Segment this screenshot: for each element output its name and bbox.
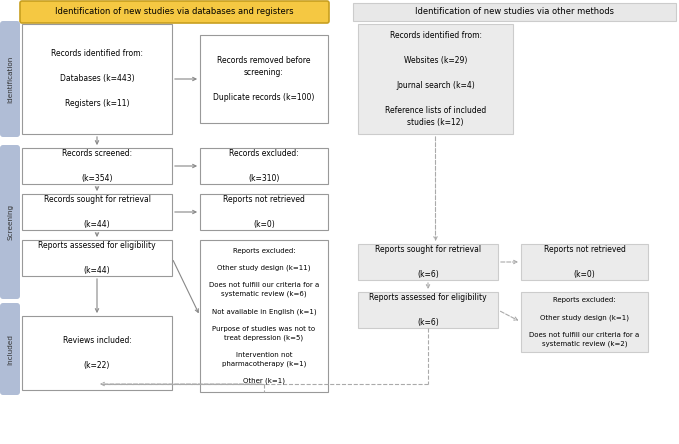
Text: Reports assessed for eligibility

(k=6): Reports assessed for eligibility (k=6): [369, 293, 487, 327]
Bar: [22, 24, 172, 134]
Bar: [353, 3, 676, 21]
FancyBboxPatch shape: [0, 145, 20, 299]
Text: Records removed before
screening:

Duplicate records (k=100): Records removed before screening: Duplic…: [213, 56, 314, 102]
Text: Reviews included:

(k=22): Reviews included: (k=22): [62, 336, 132, 370]
Text: Reports excluded:

Other study design (k=1)

Does not fulfill our criteria for a: Reports excluded: Other study design (k=…: [530, 297, 640, 347]
Bar: [358, 244, 498, 280]
Bar: [22, 240, 172, 276]
Bar: [200, 240, 328, 392]
Text: Screening: Screening: [7, 204, 13, 240]
Bar: [358, 292, 498, 328]
Text: Records screened:

(k=354): Records screened: (k=354): [62, 149, 132, 183]
Bar: [200, 35, 328, 123]
Text: Records sought for retrieval

(k=44): Records sought for retrieval (k=44): [43, 195, 151, 229]
Text: Included: Included: [7, 333, 13, 365]
FancyBboxPatch shape: [20, 1, 329, 23]
Bar: [358, 24, 513, 134]
Text: Records identified from:

Databases (k=443)

Registers (k=11): Records identified from: Databases (k=44…: [51, 49, 143, 108]
Bar: [521, 244, 648, 280]
Bar: [22, 194, 172, 230]
Text: Reports sought for retrieval

(k=6): Reports sought for retrieval (k=6): [375, 245, 481, 279]
Bar: [200, 194, 328, 230]
Text: Reports excluded:

Other study design (k=11)

Does not fulfill our criteria for : Reports excluded: Other study design (k=…: [209, 248, 319, 384]
FancyBboxPatch shape: [0, 303, 20, 395]
Bar: [22, 148, 172, 184]
FancyBboxPatch shape: [0, 21, 20, 137]
Bar: [200, 148, 328, 184]
Text: Reports not retrieved

(k=0): Reports not retrieved (k=0): [544, 245, 625, 279]
Bar: [521, 292, 648, 352]
Text: Identification: Identification: [7, 56, 13, 103]
Text: Identification of new studies via databases and registers: Identification of new studies via databa…: [55, 8, 294, 16]
Text: Reports assessed for eligibility

(k=44): Reports assessed for eligibility (k=44): [38, 241, 155, 275]
Text: Records excluded:

(k=310): Records excluded: (k=310): [229, 149, 299, 183]
Text: Identification of new studies via other methods: Identification of new studies via other …: [415, 8, 614, 16]
Text: Reports not retrieved

(k=0): Reports not retrieved (k=0): [223, 195, 305, 229]
Text: Records identified from:

Websites (k=29)

Journal search (k=4)

Reference lists: Records identified from: Websites (k=29)…: [385, 31, 486, 127]
Bar: [22, 316, 172, 390]
